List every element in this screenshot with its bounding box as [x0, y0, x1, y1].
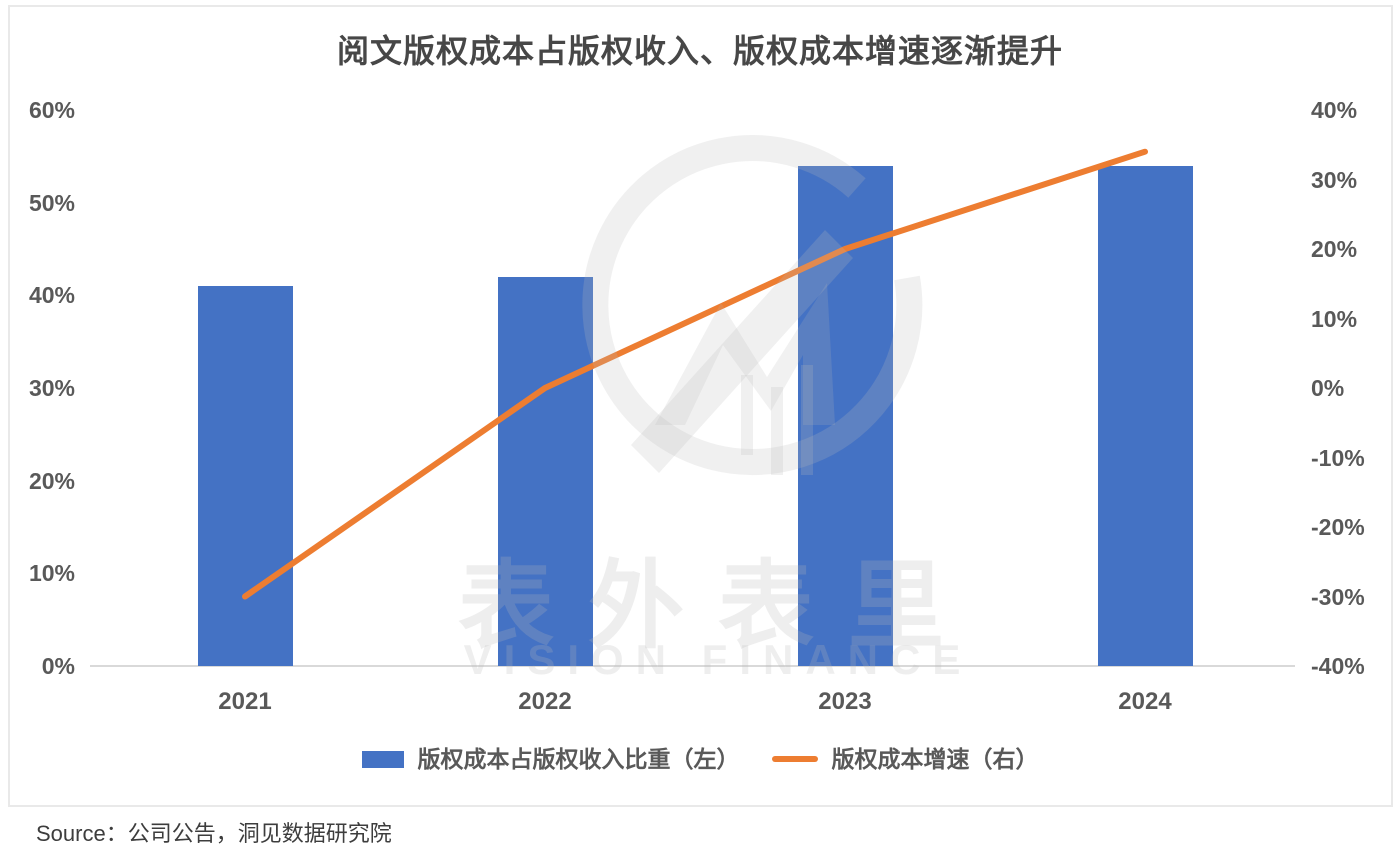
left-axis-tick: 10% — [28, 560, 75, 587]
x-axis-line — [90, 665, 1295, 667]
bar-2021 — [197, 286, 293, 666]
bar-2022 — [497, 276, 593, 666]
legend-line-swatch — [771, 756, 818, 762]
right-axis-tick: 0% — [1311, 375, 1345, 401]
left-axis-tick: 20% — [28, 467, 75, 494]
chart-title: 阅文版权成本占版权收入、版权成本增速逐渐提升 — [336, 33, 1063, 69]
line-series — [242, 148, 1148, 600]
x-axis-label-2022: 2022 — [518, 688, 572, 715]
left-axis-tick: 30% — [28, 375, 75, 401]
left-axis-tick: 50% — [28, 189, 75, 216]
x-axis-label-2024: 2024 — [1118, 688, 1172, 715]
left-axis-tick: 60% — [28, 97, 75, 123]
plot-area: 60% 50% 40% 30% 20% 10% 0% 40% 30% 20% 10% 0% -10% -… — [29, 97, 1365, 715]
x-axis-label-2021: 2021 — [218, 688, 272, 715]
bar-2024 — [1097, 165, 1193, 666]
right-axis-tick: -20% — [1311, 514, 1365, 540]
growth-line — [242, 148, 1148, 600]
right-axis-tick: -40% — [1311, 653, 1365, 679]
right-axis-tick: 40% — [1311, 97, 1358, 123]
source-note: Source：公司公告，洞见数据研究院 — [36, 821, 392, 846]
legend-line-label: 版权成本增速（右） — [831, 746, 1039, 772]
right-axis-tick: 30% — [1311, 166, 1358, 193]
right-axis-tick: 10% — [1311, 305, 1358, 332]
legend-bar-swatch — [361, 750, 404, 768]
left-axis-tick: 0% — [41, 653, 75, 679]
legend: 版权成本占版权收入比重（左） 版权成本增速（右） — [0, 742, 1400, 776]
x-axis-label-2023: 2023 — [818, 688, 872, 715]
legend-bar-label: 版权成本占版权收入比重（左） — [417, 746, 740, 772]
right-axis-tick: -30% — [1311, 583, 1365, 610]
left-axis-tick: 40% — [28, 282, 75, 309]
right-axis-tick: -10% — [1311, 444, 1365, 471]
right-axis-tick: 20% — [1311, 236, 1358, 262]
